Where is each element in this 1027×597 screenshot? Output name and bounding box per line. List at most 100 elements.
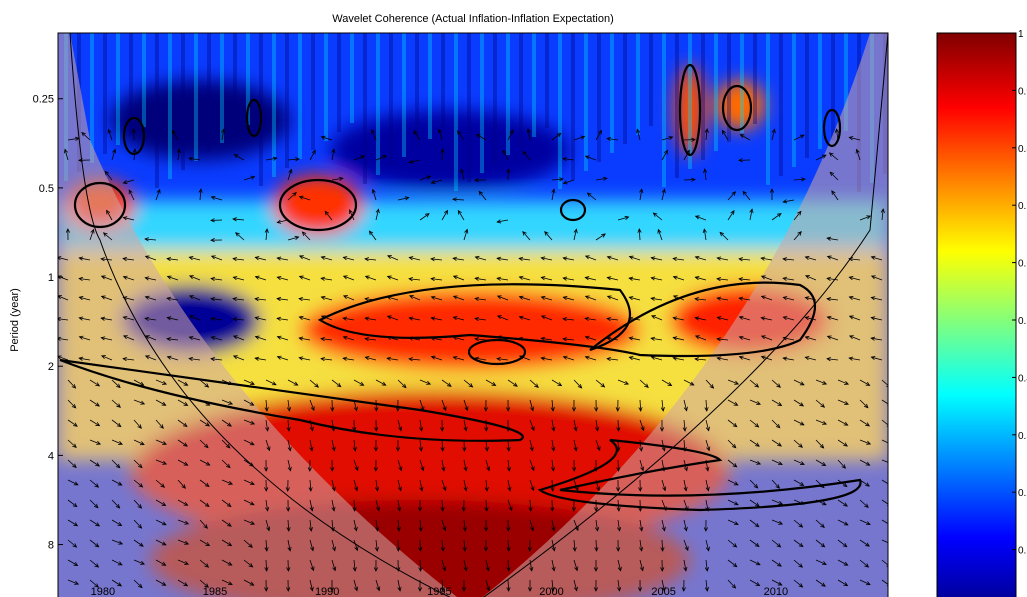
phase-arrow: [309, 499, 314, 512]
phase-arrow: [506, 539, 511, 552]
phase-arrow: [463, 228, 469, 241]
phase-arrow: [749, 539, 760, 548]
phase-arrow: [188, 335, 201, 341]
phase-arrow: [67, 136, 80, 141]
phase-arrow: [67, 379, 77, 389]
phase-arrow: [133, 399, 146, 405]
phase-arrow: [133, 439, 145, 446]
phase-arrow: [657, 228, 663, 241]
phase-arrow: [859, 439, 872, 445]
phase-arrow: [264, 479, 269, 492]
phase-arrow: [628, 296, 641, 301]
phase-arrow: [837, 559, 849, 566]
phase-arrow: [243, 479, 255, 486]
phase-arrow: [67, 419, 78, 427]
phase-arrow: [441, 519, 447, 532]
phase-arrow: [232, 217, 245, 222]
phase-arrow: [418, 539, 423, 552]
phase-arrow: [331, 439, 336, 452]
phase-arrow: [815, 479, 825, 489]
phase-arrow: [749, 439, 760, 447]
phase-arrow: [782, 336, 795, 341]
phase-arrow: [595, 419, 600, 432]
phase-arrow: [749, 399, 761, 405]
phase-arrow: [760, 355, 773, 361]
phase-arrow: [606, 336, 619, 341]
texture-stripe: [831, 33, 835, 140]
phase-arrow: [463, 379, 474, 388]
phase-arrow: [254, 275, 267, 281]
phase-arrow: [348, 209, 355, 221]
phase-arrow: [606, 255, 619, 261]
phase-arrow: [771, 459, 783, 466]
phase-arrow: [397, 196, 410, 201]
phase-arrow: [529, 479, 535, 492]
phase-arrow: [331, 379, 342, 388]
phase-arrow: [330, 399, 335, 412]
phase-arrow: [659, 419, 665, 432]
phase-arrow: [716, 256, 729, 261]
contour-upper-mid: [278, 178, 358, 232]
phase-arrow: [264, 399, 269, 412]
phase-arrow: [342, 335, 355, 341]
phase-arrow: [373, 559, 379, 572]
phase-arrow: [628, 316, 641, 321]
phase-arrow: [650, 296, 663, 301]
phase-arrow: [815, 154, 827, 161]
phase-arrow: [683, 149, 690, 161]
phase-arrow: [309, 149, 316, 161]
phase-arrow: [452, 316, 465, 321]
phase-arrow: [771, 559, 782, 567]
phase-arrow: [837, 379, 850, 385]
phase-arrow: [870, 275, 883, 281]
phase-arrow: [89, 228, 95, 241]
phase-arrow: [397, 579, 402, 592]
phase-arrow: [529, 519, 535, 532]
phase-arrow: [210, 238, 223, 243]
phase-arrow: [58, 295, 69, 301]
x-tick-label: 2005: [651, 586, 675, 597]
phase-arrow: [815, 419, 828, 425]
phase-arrow: [593, 459, 599, 472]
phase-arrow: [505, 419, 511, 432]
phase-arrow: [870, 296, 883, 301]
phase-arrow: [815, 459, 827, 466]
phase-arrow: [177, 399, 189, 406]
phase-arrow: [749, 519, 760, 528]
phase-arrow: [462, 439, 467, 452]
phase-arrow: [177, 579, 189, 587]
phase-arrow: [584, 155, 597, 161]
phase-arrow: [505, 399, 511, 412]
phase-arrow: [122, 216, 135, 221]
plot-area: [58, 33, 888, 597]
phase-arrow: [683, 459, 688, 472]
phase-arrow: [353, 539, 359, 552]
texture-stripe: [584, 33, 588, 171]
phase-arrow: [826, 315, 839, 321]
phase-arrow: [371, 128, 377, 141]
phase-arrow: [166, 355, 179, 361]
phase-arrow: [638, 499, 643, 512]
phase-arrow: [463, 459, 468, 472]
phase-arrow: [639, 559, 644, 572]
phase-arrow: [496, 295, 509, 301]
phase-arrow: [652, 212, 663, 221]
plot-frame: [57, 32, 889, 597]
phase-arrow: [298, 336, 311, 341]
phase-arrow: [484, 419, 489, 432]
phase-arrow: [128, 189, 135, 201]
phase-arrow: [221, 539, 233, 547]
phase-arrow: [133, 459, 143, 469]
phase-arrow: [815, 559, 827, 565]
phase-arrow: [199, 479, 210, 488]
phase-arrow: [484, 479, 489, 492]
phase-arrow: [463, 419, 468, 432]
texture-stripe: [480, 33, 484, 173]
phase-arrow: [177, 419, 188, 428]
texture-stripe: [233, 33, 237, 134]
phase-arrow: [342, 295, 355, 301]
phase-arrow: [550, 479, 555, 492]
phase-arrow: [111, 559, 123, 566]
phase-arrow: [441, 379, 452, 387]
phase-arrow: [452, 336, 465, 341]
